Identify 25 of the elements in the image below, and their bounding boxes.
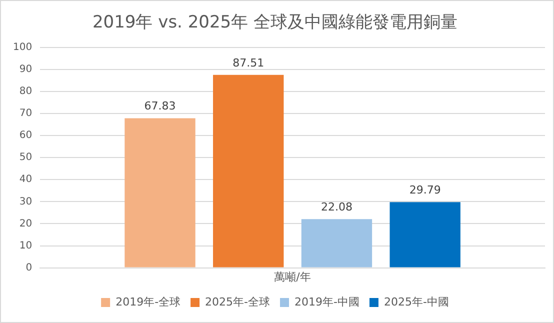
y-tick-label: 0 [26,262,32,274]
y-tick-label: 60 [19,130,32,142]
bar [124,118,196,268]
y-tick-label: 70 [19,108,32,120]
y-tick-label: 20 [19,218,32,230]
legend-label: 2019年-中國 [294,295,360,308]
data-label: 22.08 [320,200,352,214]
bar [390,202,460,268]
y-tick-label: 40 [19,174,32,186]
bar [301,219,372,268]
data-label: 29.79 [409,184,441,196]
x-tick-label: 萬噸/年 [274,270,311,284]
y-tick-label: 10 [19,240,32,252]
y-tick-label: 50 [19,152,32,164]
y-tick-label: 100 [12,42,32,53]
y-tick-label: 90 [19,64,32,76]
legend-label: 2025年-中國 [384,295,449,308]
y-tick-label: 30 [19,196,32,208]
y-tick-label: 80 [19,86,32,98]
legend-label: 2019年-全球 [116,295,181,308]
data-label: 67.83 [144,100,176,113]
data-label: 87.51 [232,56,264,70]
chart-title: 2019年 vs. 2025年 全球及中國綠能發電用銅量 [92,12,458,33]
bar [213,74,284,268]
legend-label: 2025年-全球 [205,295,270,308]
